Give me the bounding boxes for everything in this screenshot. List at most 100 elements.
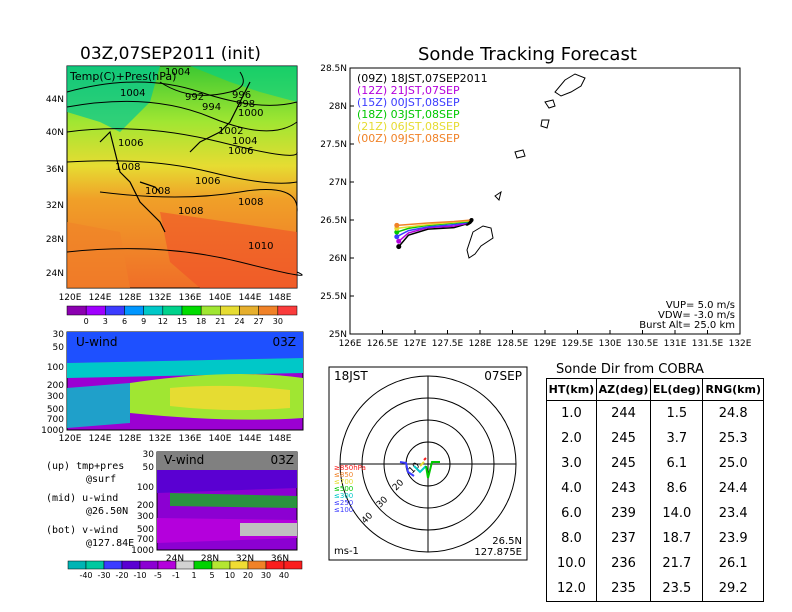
track-start-point: [394, 234, 400, 240]
table-cell: 1.5: [650, 400, 704, 426]
x-tick: 140E: [209, 293, 232, 303]
legend-bot: (bot) v-wind: [46, 525, 119, 536]
colorbar-swatch: [157, 560, 177, 570]
table-cell: 23.4: [702, 501, 764, 526]
polar-unit: ms-1: [334, 546, 359, 557]
table-row: 10.0 236 21.7 26.1: [546, 551, 764, 576]
y-tick: 300: [47, 392, 64, 402]
colorbar-tick: -10: [133, 571, 146, 580]
colorbar-swatch: [175, 560, 195, 570]
table-cell: 10.0: [546, 551, 597, 576]
u-wind-panel: U-wind 03Z 30 50 100 200 300 500 700 100…: [41, 330, 304, 443]
colorbar-swatch: [66, 305, 87, 316]
x-tick: 129.5E: [562, 339, 594, 349]
x-tick: 128E: [469, 339, 492, 349]
sonde-dir-title: Sonde Dir from COBRA: [556, 362, 704, 377]
launch-point: [469, 218, 474, 222]
x-tick: 128E: [119, 434, 142, 443]
colorbar-swatch: [162, 305, 183, 316]
colorbar-tick: -20: [115, 571, 128, 580]
table-cell: 244: [595, 400, 652, 426]
x-tick: 129E: [534, 339, 557, 349]
table-cell: 8.0: [546, 526, 597, 551]
temp-colorbar: [66, 305, 298, 316]
table-cell: 14.0: [650, 501, 704, 526]
colorbar-tick: 27: [254, 317, 264, 324]
colorbar-tick: 20: [243, 571, 253, 580]
y-tick: 28N: [46, 235, 64, 245]
colorbar-swatch: [239, 305, 259, 316]
pres-label: 1008: [238, 197, 263, 208]
col-header: RNG(km): [702, 378, 764, 401]
y-tick: 100: [47, 363, 64, 373]
colorbar-swatch: [139, 560, 159, 570]
x-tick: 132E: [729, 339, 752, 349]
table-cell: 23.5: [650, 576, 704, 602]
u-wind-title: U-wind: [76, 335, 117, 349]
x-tick: 144E: [239, 434, 262, 443]
colorbar-swatch: [181, 305, 202, 316]
pres-label: 1004: [232, 136, 257, 147]
x-tick: 132E: [149, 434, 172, 443]
legend-up: (up) tmp+pres: [46, 461, 125, 472]
y-tick: 44N: [46, 95, 64, 105]
level-legend-entry: ≤500: [334, 485, 353, 493]
table-cell: 29.2: [702, 576, 764, 602]
legend-entry: (09Z) 18JST,07SEP2011: [357, 72, 488, 85]
table-cell: 6.0: [546, 501, 597, 526]
x-tick: 132E: [149, 293, 172, 303]
y-tick: 500: [47, 405, 64, 415]
x-tick: 126.5E: [367, 339, 399, 349]
colorbar-swatch: [105, 305, 125, 316]
col-header: HT(km): [546, 378, 597, 401]
pres-label: 1004: [165, 67, 190, 78]
pres-label: 1008: [178, 206, 203, 217]
table-cell: 24.8: [702, 400, 764, 426]
colorbar-tick: -40: [79, 571, 92, 580]
colorbar-swatch: [220, 305, 240, 316]
colorbar-swatch: [247, 560, 267, 570]
pres-label: 996: [232, 90, 251, 101]
table-row: 4.0 243 8.6 24.4: [546, 476, 764, 501]
x-tick: 28N: [201, 554, 219, 564]
x-tick: 124E: [89, 293, 112, 303]
table-cell: 12.0: [546, 576, 597, 602]
colorbar-tick: 9: [141, 317, 146, 324]
x-tick: 24N: [166, 554, 184, 564]
level-legend-entry: ≤250: [334, 499, 353, 507]
pres-label: 1004: [120, 88, 145, 99]
colorbar-swatch: [229, 560, 249, 570]
param-burst: Burst Alt= 25.0 km: [639, 320, 735, 331]
legend-entry: (21Z) 06JST,08SEP: [357, 120, 460, 133]
y-tick: 700: [47, 415, 64, 425]
x-tick: 131.5E: [692, 339, 724, 349]
y-tick: 1000: [41, 426, 64, 436]
level-legend-entry: ≤100: [334, 506, 353, 514]
colorbar-tick: 12: [158, 317, 168, 324]
temp-colorbar-ticks: 0 3 6 9 12 15 18 21 24 27 30: [84, 317, 283, 324]
table-cell: 236: [595, 551, 652, 576]
track-start-point: [396, 238, 402, 244]
table-row: 2.0 245 3.7 25.3: [546, 426, 764, 451]
y-tick: 28.5N: [320, 64, 347, 74]
y-tick: 36N: [46, 165, 64, 175]
table-cell: 245: [595, 426, 652, 451]
x-tick: 140E: [209, 434, 232, 443]
col-header: AZ(deg): [595, 378, 652, 401]
track-line: [396, 219, 472, 227]
pres-label: 1006: [118, 138, 143, 149]
x-tick: 148E: [269, 434, 292, 443]
y-tick: 28N: [329, 102, 347, 112]
y-tick: 200: [137, 501, 154, 511]
polar-date: 07SEP: [484, 369, 522, 383]
table-row: 8.0 237 18.7 23.9: [546, 526, 764, 551]
v-wind-panel: V-wind 03Z 30 50 100 200 300 500 700 100…: [131, 450, 298, 564]
table-cell: 3.7: [650, 426, 704, 451]
y-tick: 500: [137, 525, 154, 535]
col-header: EL(deg): [650, 378, 704, 401]
level-legend-entry: ≤300: [334, 492, 353, 500]
colorbar-swatch: [283, 560, 303, 570]
track-title: Sonde Tracking Forecast: [418, 44, 637, 65]
colorbar-swatch: [85, 560, 105, 570]
x-tick: 136E: [179, 434, 202, 443]
